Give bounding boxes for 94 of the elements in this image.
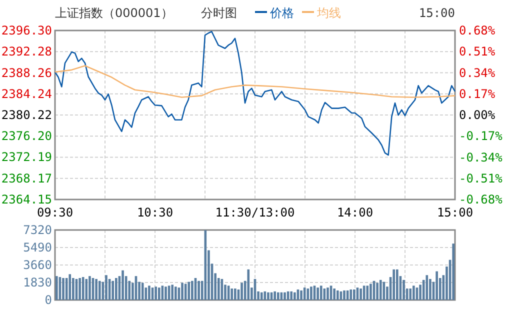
bar bbox=[350, 289, 352, 300]
legend-label: 均线 bbox=[316, 6, 341, 20]
bar bbox=[326, 288, 329, 300]
y2-tick-label: 0.17% bbox=[459, 86, 496, 101]
y-tick-label: 2368.17 bbox=[1, 171, 52, 186]
bar bbox=[316, 288, 319, 300]
y-tick-label: 2384.24 bbox=[1, 86, 52, 101]
bar bbox=[78, 278, 81, 300]
bar bbox=[171, 284, 174, 300]
bar bbox=[306, 288, 310, 300]
bar bbox=[105, 275, 108, 300]
bar bbox=[452, 244, 455, 300]
bar bbox=[370, 284, 372, 300]
bar bbox=[98, 280, 101, 300]
y2-tick-label: -0.51% bbox=[459, 171, 504, 186]
bar bbox=[82, 277, 84, 300]
bar bbox=[122, 270, 124, 300]
y2-tick-label: 0.34% bbox=[459, 66, 496, 80]
bar bbox=[55, 276, 58, 300]
bar bbox=[247, 269, 250, 300]
bar bbox=[310, 286, 312, 300]
bar bbox=[240, 282, 243, 300]
bar bbox=[234, 288, 236, 300]
bar bbox=[260, 292, 263, 300]
y-tick-label: 2364.15 bbox=[1, 192, 52, 206]
y-tick-label: 2376.20 bbox=[1, 129, 52, 144]
bar bbox=[402, 280, 405, 300]
bar bbox=[164, 286, 167, 300]
bar bbox=[188, 282, 190, 300]
y2-tick-label: -0.68% bbox=[459, 192, 504, 206]
chart-title: 上证指数（000001） bbox=[55, 6, 173, 20]
legend-label: 价格 bbox=[269, 6, 294, 20]
y-tick-label: 0 bbox=[44, 293, 52, 307]
bar bbox=[343, 290, 346, 300]
y2-tick-label: -0.17% bbox=[459, 129, 504, 144]
x-tick-label: 10:30 bbox=[136, 206, 174, 220]
bar bbox=[360, 288, 362, 300]
bar bbox=[154, 286, 157, 300]
bar bbox=[429, 278, 432, 300]
bar bbox=[426, 275, 428, 300]
bar bbox=[396, 269, 398, 300]
bar bbox=[333, 288, 336, 300]
bar bbox=[141, 282, 144, 300]
bar bbox=[198, 280, 200, 300]
y-tick-label: 5490 bbox=[23, 240, 52, 254]
x-tick-label: 11:30/13:00 bbox=[215, 206, 295, 220]
bar bbox=[366, 286, 369, 300]
y-tick-label: 2388.26 bbox=[1, 66, 52, 80]
y-tick-label: 3660 bbox=[23, 258, 52, 272]
bar bbox=[300, 290, 302, 300]
bar bbox=[294, 292, 296, 300]
y-tick-label: 2372.19 bbox=[1, 150, 52, 164]
y2-tick-label: 0.51% bbox=[459, 44, 496, 59]
bar bbox=[148, 286, 150, 300]
bar bbox=[320, 286, 322, 300]
bar bbox=[409, 288, 412, 300]
y2-tick-label: 0.68% bbox=[459, 24, 496, 38]
bar bbox=[284, 292, 286, 300]
text: 15:00 bbox=[418, 6, 455, 20]
bar bbox=[412, 286, 415, 300]
bar bbox=[230, 288, 234, 300]
bar bbox=[379, 280, 382, 300]
y-tick-label: 2380.22 bbox=[1, 108, 52, 122]
x-tick-label: 15:00 bbox=[436, 206, 474, 220]
bar bbox=[274, 291, 276, 300]
bar bbox=[72, 278, 74, 300]
y-tick-label: 2396.30 bbox=[1, 24, 52, 38]
bar bbox=[85, 278, 88, 300]
bar bbox=[290, 291, 293, 300]
bar bbox=[276, 292, 280, 300]
bar bbox=[115, 278, 118, 300]
bar bbox=[392, 269, 395, 300]
bar bbox=[353, 289, 356, 300]
bar bbox=[436, 271, 438, 300]
bar bbox=[88, 276, 91, 300]
chart-subtitle: 分时图 bbox=[201, 6, 237, 20]
bar bbox=[158, 288, 160, 300]
bar bbox=[62, 278, 64, 300]
bar bbox=[267, 292, 270, 300]
bar bbox=[95, 278, 98, 300]
bar bbox=[181, 282, 184, 300]
x-tick-label: 09:30 bbox=[36, 206, 74, 220]
y-tick-label: 7320 bbox=[23, 223, 52, 237]
bar bbox=[191, 280, 194, 300]
bar bbox=[112, 280, 114, 300]
bar bbox=[336, 290, 339, 300]
x-tick-label: 14:00 bbox=[336, 206, 374, 220]
bar bbox=[174, 286, 177, 300]
y-tick-label: 1830 bbox=[23, 276, 52, 290]
bar bbox=[376, 282, 378, 300]
y2-tick-label: -0.34% bbox=[459, 150, 504, 164]
y2-tick-label: 0.00% bbox=[459, 108, 496, 122]
y-tick-label: 2392.28 bbox=[1, 44, 52, 59]
bar bbox=[68, 274, 72, 300]
